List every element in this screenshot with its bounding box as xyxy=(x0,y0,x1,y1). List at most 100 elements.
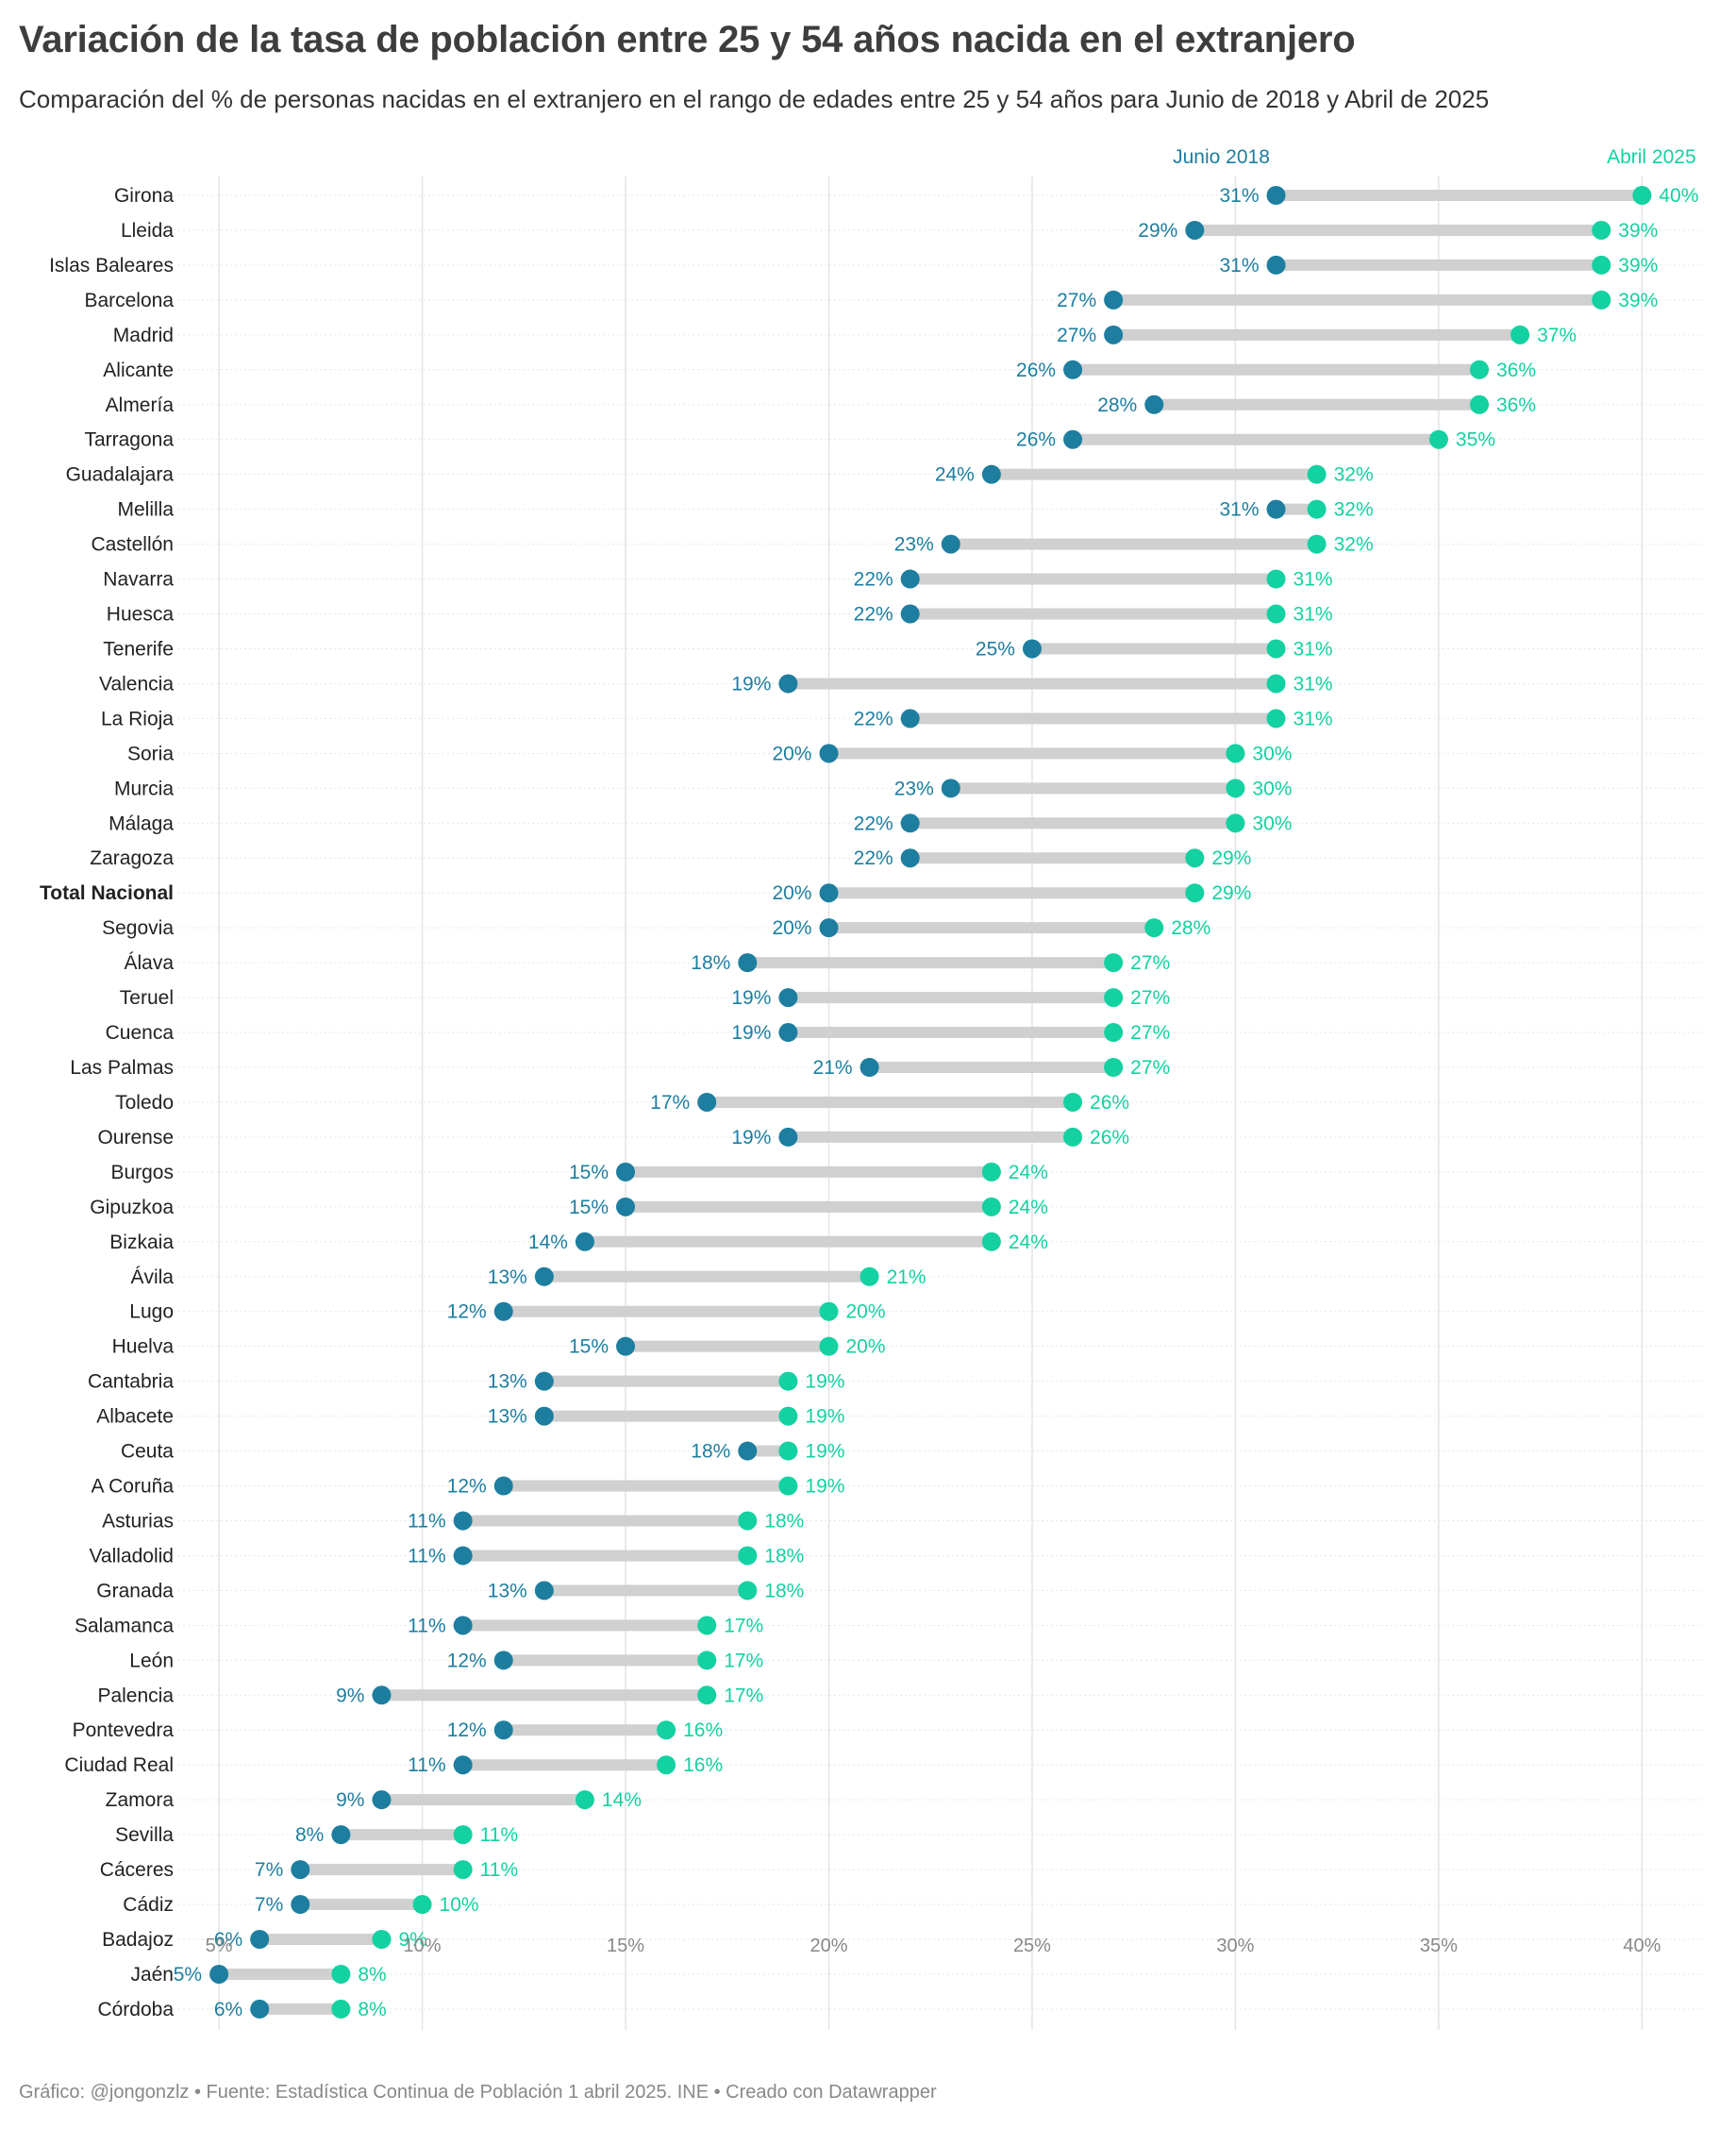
value-label-abril-2025: 31% xyxy=(1294,673,1333,695)
x-tick-label: 35% xyxy=(1420,1936,1458,1956)
value-label-abril-2025: 18% xyxy=(764,1545,804,1567)
dot-abril-2025 xyxy=(412,1895,432,1915)
value-label-junio-2018: 31% xyxy=(1219,499,1259,521)
dot-junio-2018 xyxy=(250,1930,270,1949)
value-label-junio-2018: 22% xyxy=(854,813,893,834)
dot-junio-2018 xyxy=(819,744,839,763)
value-label-junio-2018: 22% xyxy=(854,847,893,869)
dot-abril-2025 xyxy=(1185,883,1205,903)
category-label: Gipuzkoa xyxy=(90,1197,174,1218)
value-label-abril-2025: 31% xyxy=(1294,569,1333,591)
dot-abril-2025 xyxy=(1428,429,1448,449)
value-label-abril-2025: 27% xyxy=(1130,952,1170,974)
dot-abril-2025 xyxy=(1226,779,1245,798)
dot-abril-2025 xyxy=(738,1511,758,1531)
category-label: Córdoba xyxy=(97,1999,174,2020)
dot-junio-2018 xyxy=(900,813,920,833)
category-label: Ciudad Real xyxy=(64,1754,174,1776)
value-label-abril-2025: 19% xyxy=(805,1441,844,1463)
dot-abril-2025 xyxy=(1104,988,1124,1008)
dot-junio-2018 xyxy=(1185,220,1205,240)
dot-abril-2025 xyxy=(657,1755,676,1775)
category-label: Zaragoza xyxy=(90,847,174,869)
dot-abril-2025 xyxy=(738,1581,758,1601)
value-label-abril-2025: 16% xyxy=(683,1754,723,1776)
category-label: Huesca xyxy=(107,604,175,626)
category-label: Islas Baleares xyxy=(49,255,174,277)
dot-junio-2018 xyxy=(453,1546,473,1566)
category-label: Soria xyxy=(127,743,174,764)
value-label-junio-2018: 20% xyxy=(772,743,811,764)
dot-junio-2018 xyxy=(534,1406,554,1426)
row-grid-layer xyxy=(178,194,1703,2010)
dot-junio-2018 xyxy=(616,1162,636,1182)
value-label-junio-2018: 11% xyxy=(408,1754,445,1776)
dot-abril-2025 xyxy=(1632,186,1652,205)
dot-abril-2025 xyxy=(860,1266,879,1286)
category-label: Ceuta xyxy=(121,1441,174,1463)
dot-abril-2025 xyxy=(819,1301,839,1321)
x-tick-label: 5% xyxy=(206,1936,233,1956)
dot-junio-2018 xyxy=(1063,360,1083,379)
dot-junio-2018 xyxy=(534,1371,554,1391)
dot-abril-2025 xyxy=(1511,325,1530,344)
category-label: Asturias xyxy=(102,1510,174,1532)
category-label: Cantabria xyxy=(88,1371,174,1393)
value-label-junio-2018: 19% xyxy=(731,987,771,1009)
dot-junio-2018 xyxy=(291,1895,310,1915)
dot-junio-2018 xyxy=(1022,639,1042,659)
category-label: Bizkaia xyxy=(109,1232,174,1253)
bars-layer xyxy=(219,190,1643,2015)
value-label-abril-2025: 9% xyxy=(398,1929,426,1951)
value-label-abril-2025: 31% xyxy=(1294,604,1333,626)
dot-abril-2025 xyxy=(1592,290,1611,310)
chart-subtitle: Comparación del % de personas nacidas en… xyxy=(19,85,1490,113)
category-label: Ávila xyxy=(130,1266,174,1288)
value-label-junio-2018: 14% xyxy=(528,1232,568,1253)
category-label: Almería xyxy=(106,394,175,416)
dot-junio-2018 xyxy=(778,1127,798,1147)
category-label: Segovia xyxy=(102,917,174,939)
value-label-abril-2025: 19% xyxy=(805,1476,844,1498)
category-label: Melilla xyxy=(117,499,174,521)
chart-title: Variación de la tasa de población entre … xyxy=(19,19,1356,60)
dot-abril-2025 xyxy=(1266,604,1286,624)
category-label: Cádiz xyxy=(123,1894,174,1916)
value-label-junio-2018: 25% xyxy=(976,638,1015,660)
dot-junio-2018 xyxy=(372,1685,392,1705)
category-label: Albacete xyxy=(96,1406,174,1428)
category-label: Álava xyxy=(124,952,174,974)
value-label-junio-2018: 12% xyxy=(447,1719,487,1741)
dot-junio-2018 xyxy=(819,883,839,903)
value-label-abril-2025: 16% xyxy=(683,1719,723,1741)
category-label: Girona xyxy=(114,185,174,207)
value-label-abril-2025: 17% xyxy=(724,1685,763,1706)
dot-junio-2018 xyxy=(616,1197,636,1216)
category-label: Tenerife xyxy=(103,638,174,660)
dot-abril-2025 xyxy=(1469,394,1489,414)
category-label: Málaga xyxy=(108,813,174,834)
dot-abril-2025 xyxy=(1226,744,1245,763)
value-label-abril-2025: 18% xyxy=(764,1580,804,1601)
value-label-abril-2025: 36% xyxy=(1496,360,1536,381)
category-label: Navarra xyxy=(103,569,174,591)
value-label-abril-2025: 32% xyxy=(1334,534,1374,556)
dot-abril-2025 xyxy=(1266,674,1286,694)
value-label-junio-2018: 12% xyxy=(447,1650,487,1671)
dot-abril-2025 xyxy=(819,1336,839,1356)
value-label-abril-2025: 30% xyxy=(1252,813,1292,834)
value-label-abril-2025: 32% xyxy=(1334,499,1374,521)
value-label-abril-2025: 19% xyxy=(805,1371,844,1393)
dot-abril-2025 xyxy=(1307,464,1327,484)
dot-junio-2018 xyxy=(1104,325,1124,344)
dot-junio-2018 xyxy=(1104,290,1124,310)
value-label-abril-2025: 28% xyxy=(1171,917,1210,939)
value-label-abril-2025: 19% xyxy=(805,1406,844,1428)
x-tick-label: 20% xyxy=(810,1936,847,1956)
dot-junio-2018 xyxy=(616,1336,636,1356)
dot-junio-2018 xyxy=(1063,429,1083,449)
category-label: La Rioja xyxy=(101,708,174,729)
dot-abril-2025 xyxy=(738,1546,758,1566)
labels-layer: Girona 31% 40% Lleida 29% 39% Islas Baleares 31… xyxy=(40,185,1698,2020)
dot-junio-2018 xyxy=(738,1441,758,1461)
